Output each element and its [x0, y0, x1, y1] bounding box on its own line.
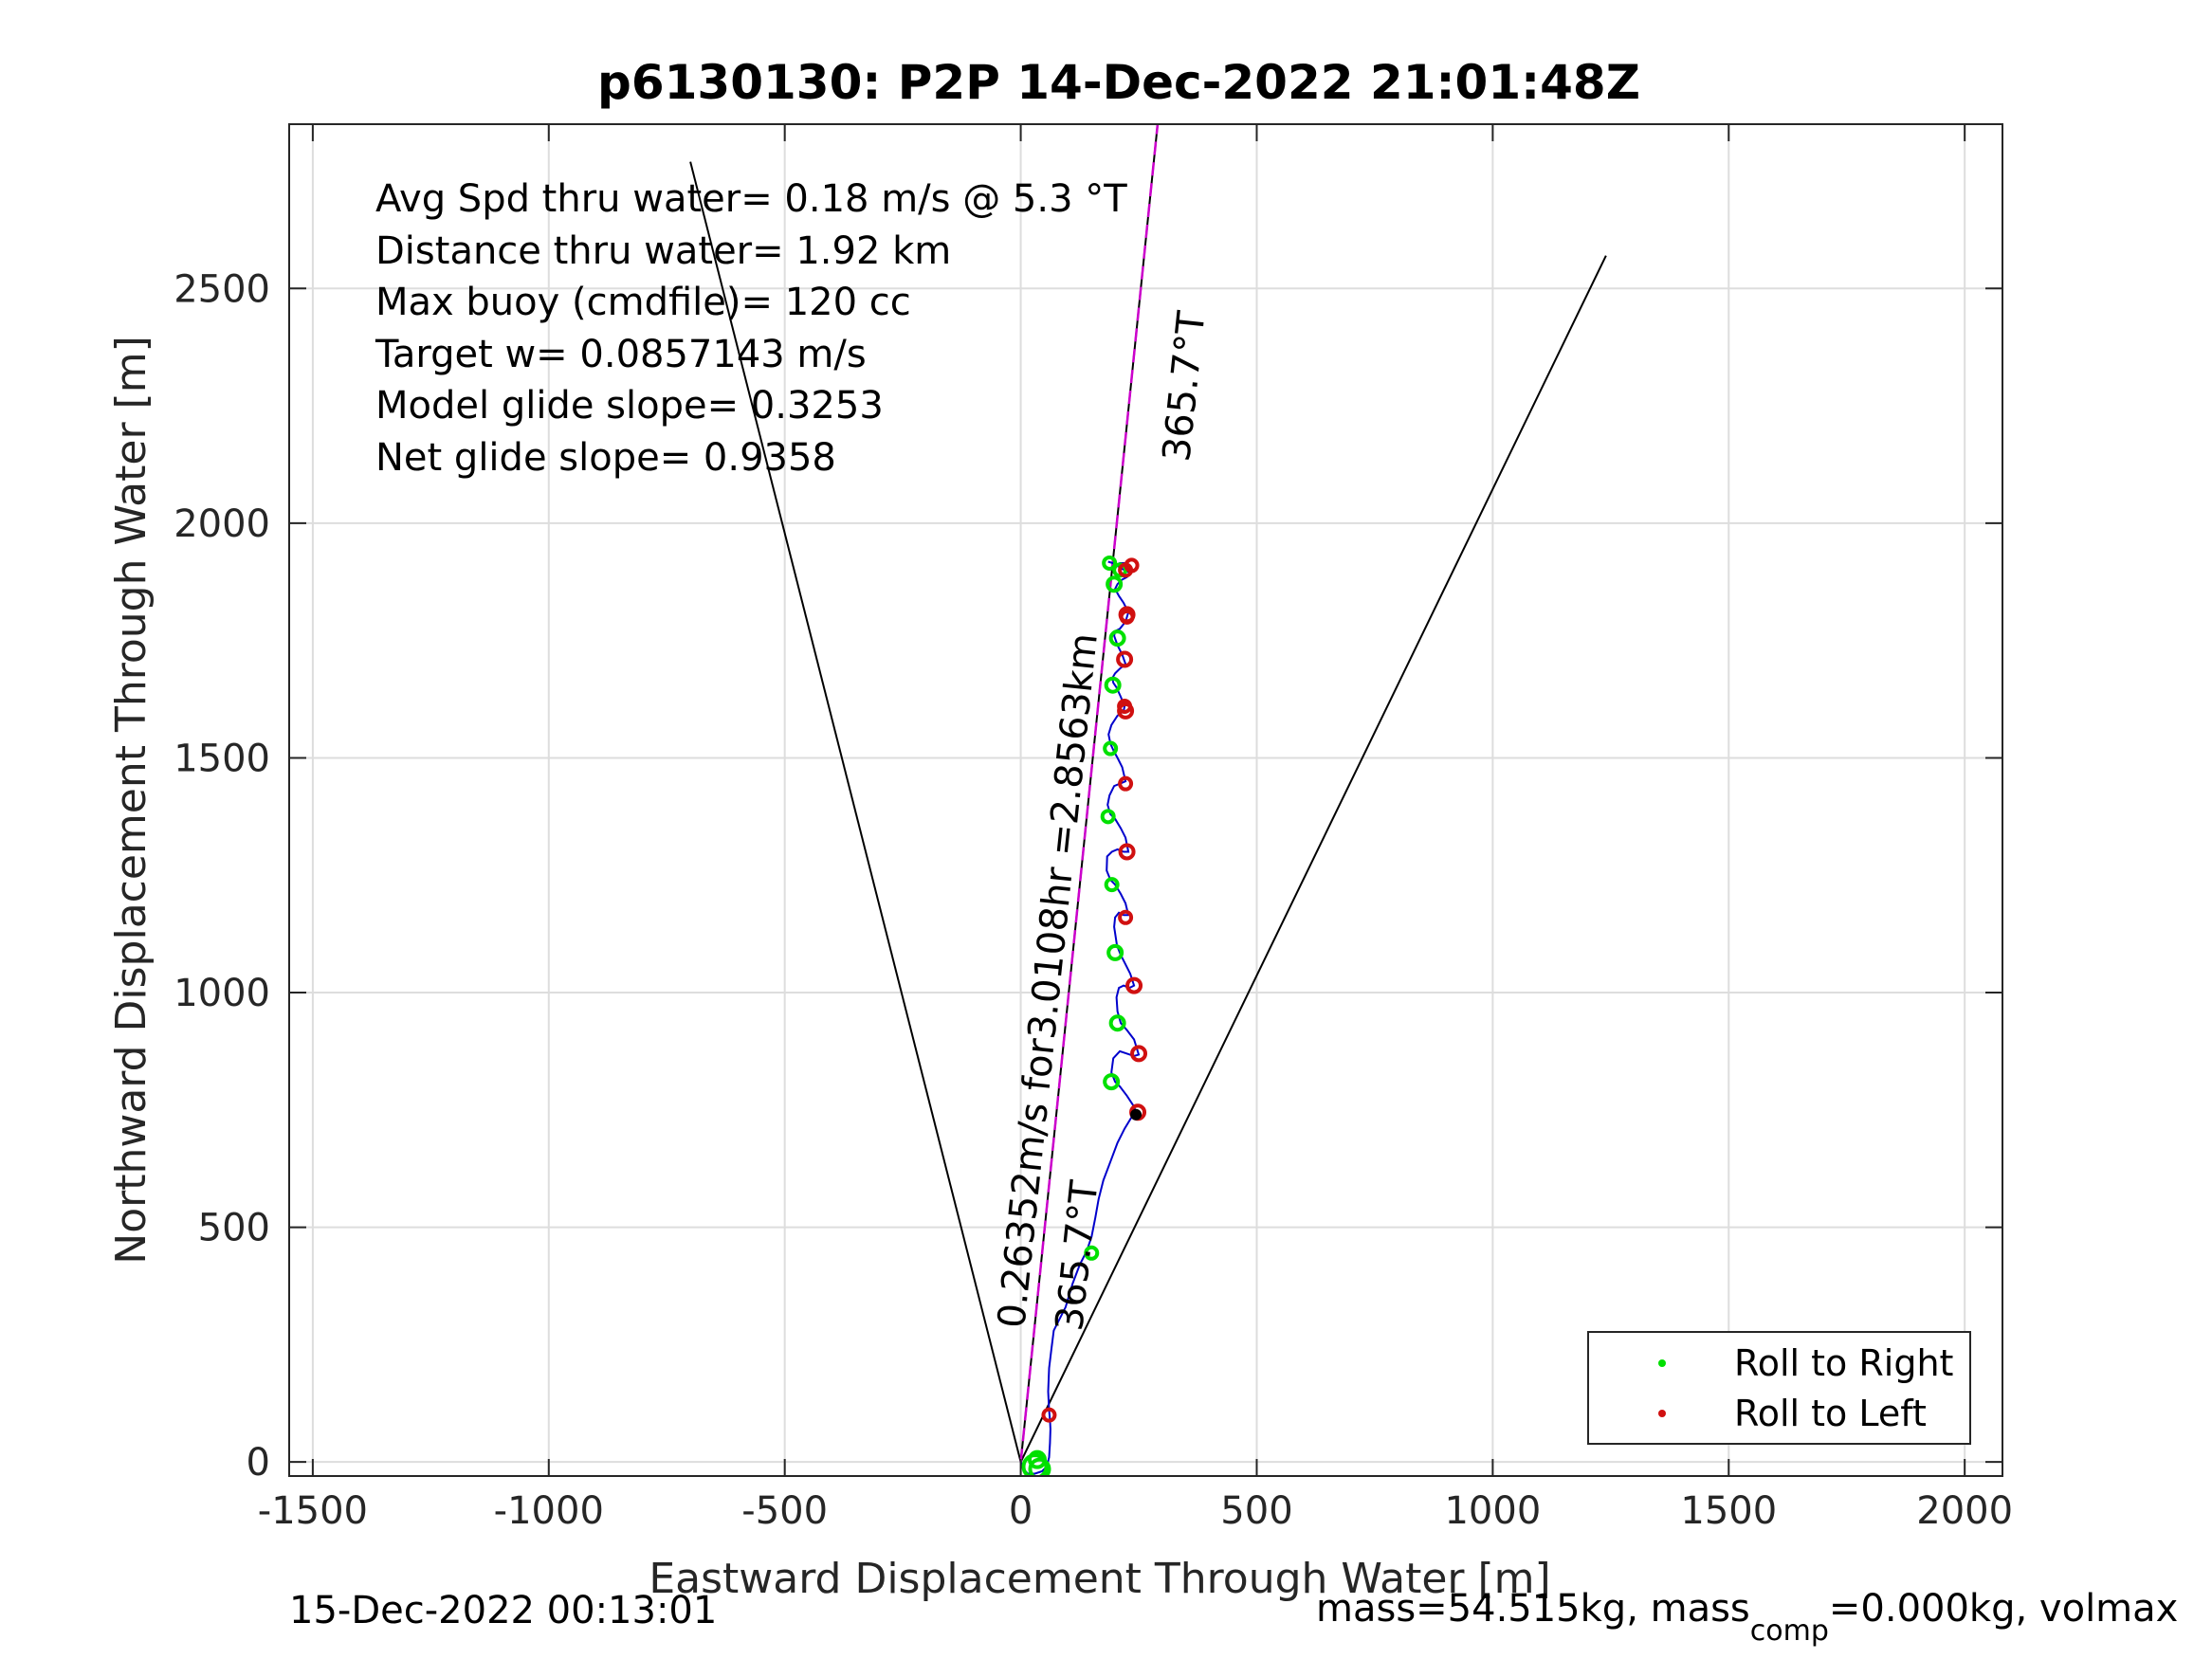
- roll-right-point: [1084, 1245, 1100, 1261]
- y-axis-label: Northward Displacement Through Water [m]: [107, 336, 155, 1264]
- x-tick-label: 0: [1009, 1489, 1033, 1533]
- roll-left-point: [1041, 1407, 1057, 1423]
- roll-left-point: [1118, 562, 1134, 578]
- roll-left-point: [1118, 843, 1136, 861]
- legend-box: [1587, 1331, 1971, 1445]
- stats-line-net-glide: Net glide slope= 0.9358: [375, 436, 836, 480]
- roll-left-point: [1117, 698, 1133, 714]
- roll-left-point: [1118, 909, 1134, 925]
- roll-right-point: [1100, 809, 1116, 825]
- axes-box: [288, 123, 2003, 1477]
- legend: Roll to Right Roll to Left: [1587, 1331, 1971, 1445]
- cone-boundary-line: [689, 161, 1022, 1463]
- x-axis-label: Eastward Displacement Through Water [m]: [649, 1555, 1550, 1603]
- y-tick-label: 0: [247, 1441, 270, 1485]
- y-tick-label: 500: [198, 1207, 270, 1250]
- roll-right-point: [1108, 629, 1126, 647]
- stats-line-max-buoy: Max buoy (cmdfile)= 120 cc: [375, 281, 911, 324]
- chart-title: p6130130: P2P 14-Dec-2022 21:01:48Z: [597, 55, 1640, 110]
- grid-lines: [289, 124, 2002, 1476]
- cone-boundary-line: [1019, 255, 1607, 1463]
- roll-left-point: [1130, 1045, 1148, 1063]
- stats-line-target-w: Target w= 0.0857143 m/s: [375, 333, 867, 376]
- footer-mass-prefix: mass=54.515kg, mass: [1316, 1587, 1750, 1631]
- roll-right-point: [1108, 1014, 1126, 1032]
- roll-right-point: [1021, 1453, 1049, 1476]
- plot-content: [689, 124, 1607, 1476]
- roll-right-point: [1106, 575, 1124, 593]
- x-tick-label: 1500: [1680, 1489, 1777, 1533]
- roll-right-point: [1028, 1457, 1051, 1476]
- roll-right-point: [1104, 676, 1122, 694]
- y-tick-label: 2500: [174, 267, 270, 311]
- roll-right-point: [1103, 1073, 1121, 1091]
- plot-area: [289, 124, 2002, 1476]
- x-tick-label: 500: [1220, 1489, 1292, 1533]
- x-tick-label: 1000: [1444, 1489, 1541, 1533]
- stats-line-distance: Distance thru water= 1.92 km: [375, 229, 951, 273]
- y-tick-label: 1000: [174, 972, 270, 1015]
- roll-right-point: [1106, 943, 1124, 961]
- roll-left-point: [1119, 609, 1135, 625]
- footer-mass-suffix: =0.000kg, volmax: [1829, 1587, 2178, 1631]
- legend-label-roll-right: Roll to Right: [1734, 1342, 1953, 1384]
- tick-marks: [289, 124, 2002, 1476]
- stats-text-block: Avg Spd thru water= 0.18 m/s @ 5.3 °T Di…: [375, 177, 1127, 480]
- legend-label-roll-left: Roll to Left: [1734, 1393, 1927, 1434]
- stats-line-model-glide: Model glide slope= 0.3253: [375, 384, 884, 428]
- x-tick-label: -1500: [258, 1489, 368, 1533]
- x-tick-label: -1000: [494, 1489, 604, 1533]
- footer-mass-subscript: comp: [1750, 1614, 1829, 1648]
- roll-right-point: [1102, 555, 1118, 571]
- x-tick-label: -500: [741, 1489, 828, 1533]
- roll-right-point: [1103, 740, 1119, 757]
- roll-left-point: [1125, 976, 1143, 994]
- legend-marker-roll-right: [1658, 1359, 1666, 1367]
- tick-labels: -1500 -1000 -500 0 500 1000 1500 2000 0 500 1000 15…: [174, 267, 2013, 1533]
- y-tick-label: 1500: [174, 737, 270, 780]
- current-position-marker: [1130, 1108, 1143, 1121]
- footer-mass-text: mass=54.515kg, masscomp=0.000kg, volmax: [1316, 1587, 2178, 1648]
- legend-marker-roll-left: [1658, 1410, 1666, 1417]
- roll-right-point: [1112, 562, 1128, 578]
- y-tick-label: 2000: [174, 502, 270, 546]
- heading-line-dashed: [1019, 124, 1160, 1463]
- roll-right-point: [1104, 877, 1120, 893]
- stats-line-avg-speed: Avg Spd thru water= 0.18 m/s @ 5.3 °T: [375, 177, 1127, 221]
- roll-left-point: [1116, 650, 1134, 668]
- x-tick-label: 2000: [1916, 1489, 2013, 1533]
- roll-right-point: [1028, 1449, 1048, 1469]
- roll-left-point: [1118, 775, 1134, 792]
- footer-timestamp: 15-Dec-2022 00:13:01: [289, 1589, 717, 1632]
